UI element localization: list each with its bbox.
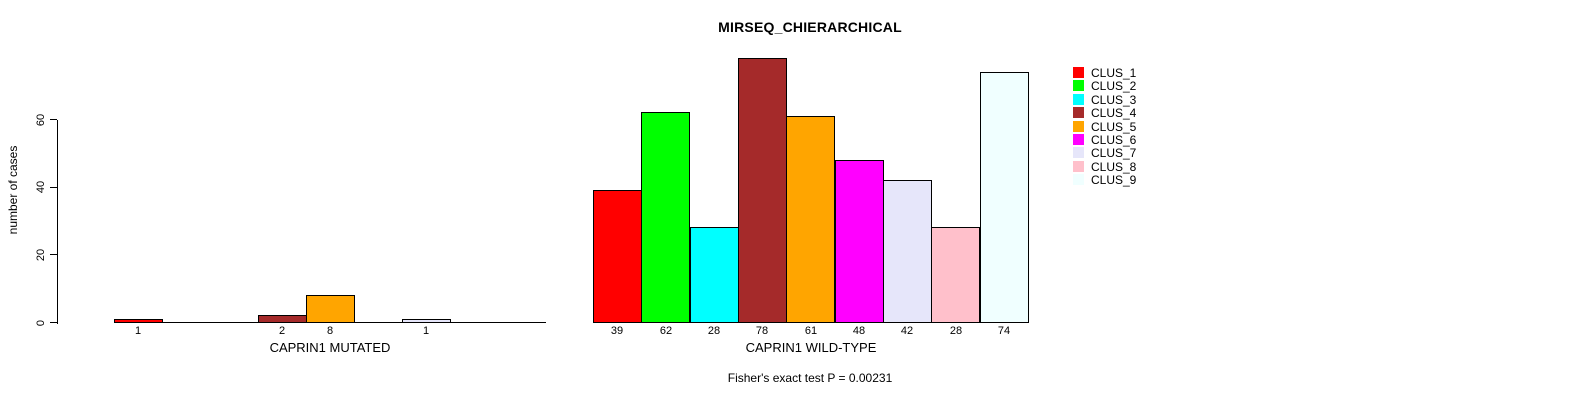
y-tick-label: 40 (35, 180, 47, 194)
bar-value-label: 61 (804, 325, 818, 337)
bar-value-label: 8 (326, 325, 334, 337)
bar-clus_1 (114, 319, 163, 323)
bar-value-label: 1 (422, 325, 430, 337)
bar-value-label: 62 (659, 325, 673, 337)
bar-clus_3 (690, 227, 739, 323)
y-tick (50, 254, 57, 255)
bar-value-label: 42 (900, 325, 914, 337)
legend-label-clus_2: CLUS_2 (1091, 79, 1137, 93)
y-tick-label: 0 (35, 319, 47, 327)
legend-swatch-clus_9 (1073, 174, 1084, 185)
bar-clus_1 (593, 190, 642, 323)
bar-clus_7 (883, 180, 932, 323)
bar-value-label: 39 (610, 325, 624, 337)
y-tick-label: 20 (35, 248, 47, 262)
legend-swatch-clus_2 (1073, 80, 1084, 91)
legend-label-clus_3: CLUS_3 (1091, 93, 1137, 107)
legend-swatch-clus_4 (1073, 107, 1084, 118)
y-axis-label: number of cases (6, 145, 20, 235)
bar-value-label: 78 (755, 325, 769, 337)
y-tick-label: 60 (35, 113, 47, 127)
y-tick (50, 187, 57, 188)
bar-clus_7 (402, 319, 451, 323)
bar-clus_5 (786, 116, 835, 323)
group-label: CAPRIN1 WILD-TYPE (745, 340, 877, 355)
bar-clus_2 (641, 112, 690, 323)
legend-swatch-clus_3 (1073, 94, 1084, 105)
legend-label-clus_9: CLUS_9 (1091, 173, 1137, 187)
bar-value-label: 48 (852, 325, 866, 337)
legend-label-clus_4: CLUS_4 (1091, 106, 1137, 120)
legend-label-clus_6: CLUS_6 (1091, 133, 1137, 147)
legend-swatch-clus_5 (1073, 121, 1084, 132)
bar-clus_5 (306, 295, 355, 323)
legend-swatch-clus_7 (1073, 147, 1084, 158)
y-tick (50, 119, 57, 120)
legend-swatch-clus_6 (1073, 134, 1084, 145)
y-tick (50, 322, 57, 323)
bar-clus_9 (980, 72, 1029, 323)
chart-title: MIRSEQ_CHIERARCHICAL (718, 19, 902, 35)
legend-label-clus_7: CLUS_7 (1091, 146, 1137, 160)
bar-clus_4 (738, 58, 787, 323)
legend-label-clus_5: CLUS_5 (1091, 120, 1137, 134)
bar-clus_8 (931, 227, 980, 323)
bar-value-label: 28 (707, 325, 721, 337)
bar-clus_4 (258, 315, 307, 323)
bar-clus_6 (835, 160, 884, 323)
legend-swatch-clus_1 (1073, 67, 1084, 78)
legend-label-clus_1: CLUS_1 (1091, 66, 1137, 80)
footnote-fishers-test: Fisher's exact test P = 0.00231 (727, 371, 893, 385)
legend-swatch-clus_8 (1073, 161, 1084, 172)
group-label: CAPRIN1 MUTATED (269, 340, 391, 355)
y-axis-line (57, 120, 58, 324)
bar-value-label: 2 (278, 325, 286, 337)
bar-value-label: 74 (997, 325, 1011, 337)
bar-value-label: 1 (134, 325, 142, 337)
bar-value-label: 28 (949, 325, 963, 337)
legend-label-clus_8: CLUS_8 (1091, 160, 1137, 174)
